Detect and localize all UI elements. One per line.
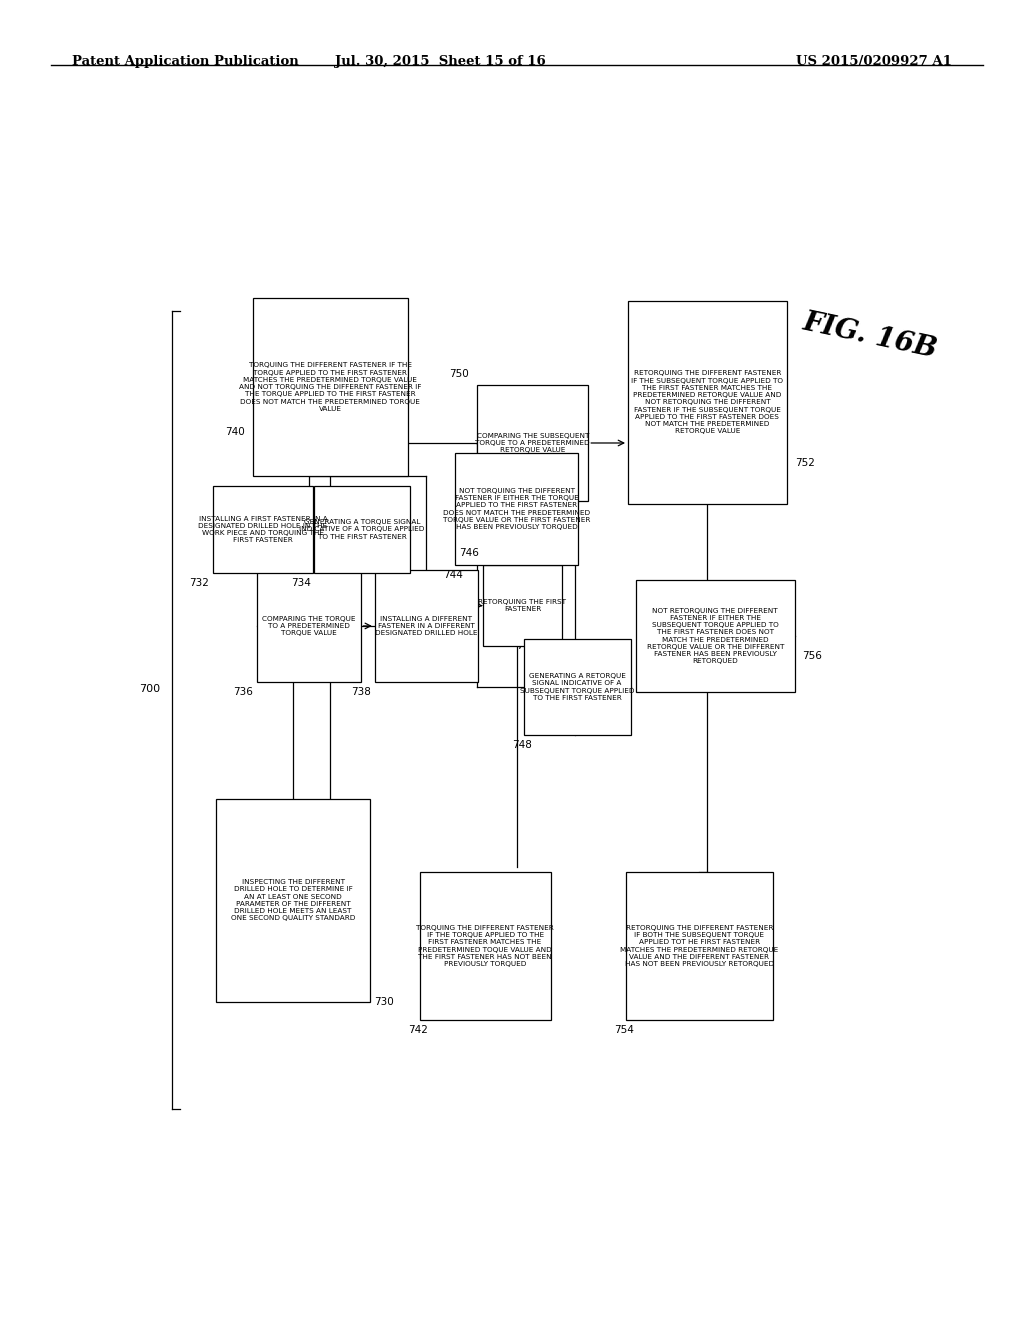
Bar bbox=[477, 384, 589, 502]
Bar bbox=[314, 486, 410, 573]
Text: 752: 752 bbox=[795, 458, 814, 469]
Text: COMPARING THE SUBSEQUENT
TORQUE TO A PREDETERMINED
RETORQUE VALUE: COMPARING THE SUBSEQUENT TORQUE TO A PRE… bbox=[475, 433, 590, 453]
Bar bbox=[523, 639, 631, 735]
Bar bbox=[216, 799, 371, 1002]
Bar bbox=[213, 486, 312, 573]
Text: FIG. 16B: FIG. 16B bbox=[801, 309, 940, 364]
Bar bbox=[420, 873, 551, 1020]
Text: 750: 750 bbox=[450, 370, 469, 379]
Text: 736: 736 bbox=[233, 686, 253, 697]
Text: GENERATING A TORQUE SIGNAL
INDICATIVE OF A TORQUE APPLIED
TO THE FIRST FASTENER: GENERATING A TORQUE SIGNAL INDICATIVE OF… bbox=[299, 519, 425, 540]
Text: RETORQUING THE DIFFERENT FASTENER
IF THE SUBSEQUENT TORQUE APPLIED TO
THE FIRST : RETORQUING THE DIFFERENT FASTENER IF THE… bbox=[632, 371, 783, 434]
Text: US 2015/0209927 A1: US 2015/0209927 A1 bbox=[797, 55, 952, 69]
Bar bbox=[456, 453, 579, 565]
Text: RETORQUING THE DIFFERENT FASTENER
IF BOTH THE SUBSEQUENT TORQUE
APPLIED TOT HE F: RETORQUING THE DIFFERENT FASTENER IF BOT… bbox=[621, 925, 778, 968]
Text: 700: 700 bbox=[138, 685, 160, 694]
Text: Jul. 30, 2015  Sheet 15 of 16: Jul. 30, 2015 Sheet 15 of 16 bbox=[335, 55, 546, 69]
Text: TORQUING THE DIFFERENT FASTENER IF THE
TORQUE APPLIED TO THE FIRST FASTENER
MATC: TORQUING THE DIFFERENT FASTENER IF THE T… bbox=[240, 363, 422, 412]
Text: 734: 734 bbox=[291, 578, 310, 587]
Text: 744: 744 bbox=[443, 570, 463, 579]
Text: INSTALLING A FIRST FASTENER IN A
DESIGNATED DRILLED HOLE IN THE
WORK PIECE AND T: INSTALLING A FIRST FASTENER IN A DESIGNA… bbox=[199, 516, 328, 544]
Text: 756: 756 bbox=[803, 652, 822, 661]
Bar bbox=[482, 565, 562, 647]
Text: 748: 748 bbox=[512, 741, 531, 750]
Text: TORQUING THE DIFFERENT FASTENER
IF THE TORQUE APPLIED TO THE
FIRST FASTENER MATC: TORQUING THE DIFFERENT FASTENER IF THE T… bbox=[416, 925, 554, 968]
Text: RETORQUING THE FIRST
FASTENER: RETORQUING THE FIRST FASTENER bbox=[478, 599, 566, 612]
Text: 740: 740 bbox=[225, 426, 245, 437]
Text: 754: 754 bbox=[614, 1024, 634, 1035]
Bar bbox=[626, 873, 773, 1020]
Bar bbox=[257, 570, 360, 682]
Text: NOT TORQUING THE DIFFERENT
FASTENER IF EITHER THE TORQUE
APPLIED TO THE FIRST FA: NOT TORQUING THE DIFFERENT FASTENER IF E… bbox=[443, 488, 591, 531]
Text: 746: 746 bbox=[459, 548, 479, 558]
Text: 742: 742 bbox=[408, 1024, 428, 1035]
Text: NOT RETORQUING THE DIFFERENT
FASTENER IF EITHER THE
SUBSEQUENT TORQUE APPLIED TO: NOT RETORQUING THE DIFFERENT FASTENER IF… bbox=[646, 607, 784, 664]
Text: 738: 738 bbox=[351, 686, 371, 697]
Text: INSTALLING A DIFFERENT
FASTENER IN A DIFFERENT
DESIGNATED DRILLED HOLE: INSTALLING A DIFFERENT FASTENER IN A DIF… bbox=[375, 615, 477, 636]
Bar bbox=[628, 301, 786, 504]
Text: INSPECTING THE DIFFERENT
DRILLED HOLE TO DETERMINE IF
AN AT LEAST ONE SECOND
PAR: INSPECTING THE DIFFERENT DRILLED HOLE TO… bbox=[230, 879, 355, 921]
Bar bbox=[253, 298, 408, 477]
Text: Patent Application Publication: Patent Application Publication bbox=[72, 55, 298, 69]
Bar bbox=[375, 570, 478, 682]
Text: GENERATING A RETORQUE
SIGNAL INDICATIVE OF A
SUBSEQUENT TORQUE APPLIED
TO THE FI: GENERATING A RETORQUE SIGNAL INDICATIVE … bbox=[520, 673, 635, 701]
Text: 730: 730 bbox=[375, 997, 394, 1007]
Text: 732: 732 bbox=[189, 578, 209, 587]
Text: COMPARING THE TORQUE
TO A PREDETERMINED
TORQUE VALUE: COMPARING THE TORQUE TO A PREDETERMINED … bbox=[262, 615, 355, 636]
Bar bbox=[636, 581, 795, 692]
